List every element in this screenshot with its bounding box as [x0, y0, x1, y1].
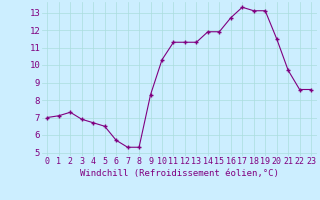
- X-axis label: Windchill (Refroidissement éolien,°C): Windchill (Refroidissement éolien,°C): [80, 169, 279, 178]
